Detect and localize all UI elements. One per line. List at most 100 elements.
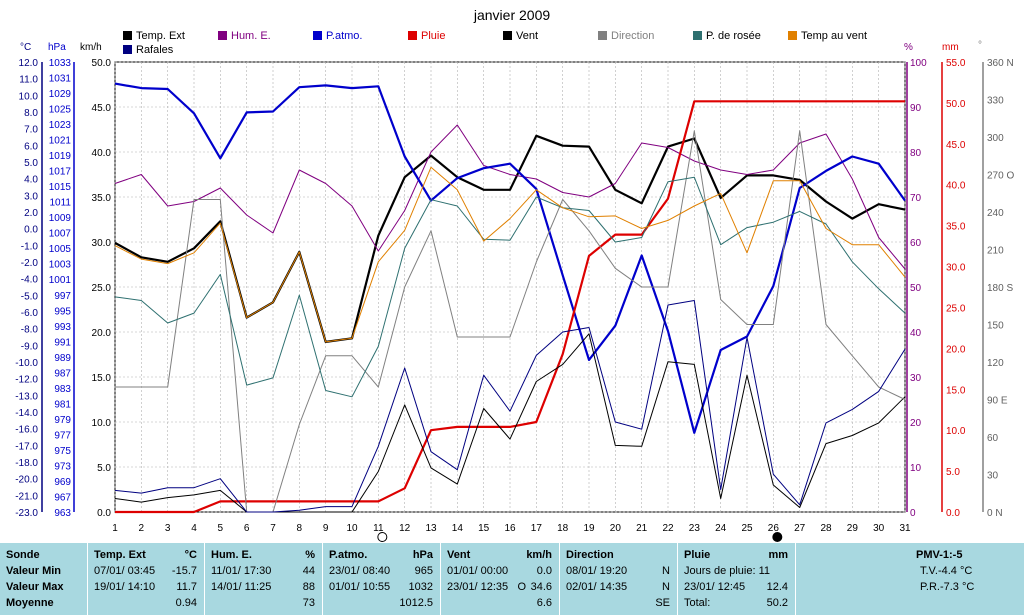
legend-swatch: [693, 31, 702, 40]
summary-value: 44: [302, 565, 315, 577]
summary-value: P.R.-7.3 °C: [920, 581, 975, 593]
temp-tick-label: -21.0: [15, 491, 38, 502]
temp-tick-label: -8.0: [21, 325, 39, 336]
direction-tick-label: 330: [987, 96, 1004, 107]
legend-label: Temp. Ext: [136, 30, 185, 42]
rain-tick-label: 5.0: [946, 467, 960, 478]
wind-tick-label: 25.0: [92, 283, 112, 294]
series-line: [115, 100, 905, 514]
pressure-tick-label: 1007: [49, 229, 72, 240]
temp-tick-label: 7.0: [24, 125, 38, 136]
summary-header: PMV-1:-5: [916, 549, 963, 561]
summary-table: Sonde Valeur Min Valeur Max Moyenne Temp. Ex…: [0, 543, 1024, 615]
pressure-tick-label: 997: [54, 291, 71, 302]
summary-separator: [322, 543, 323, 615]
summary-direction: O: [517, 581, 526, 593]
x-tick-label: 17: [531, 523, 543, 534]
legend-swatch: [123, 31, 132, 40]
legend-swatch: [123, 45, 132, 54]
x-tick-label: 21: [636, 523, 648, 534]
summary-value: 6.6: [536, 597, 552, 609]
pressure-tick-label: 1011: [49, 198, 71, 209]
wind-tick-label: 45.0: [92, 103, 112, 114]
wind-tick-label: 10.0: [92, 418, 112, 429]
pressure-tick-label: 1021: [49, 136, 72, 147]
wind-tick-label: 20.0: [92, 328, 112, 339]
summary-value: -15.7: [171, 565, 197, 577]
humidity-tick-label: 10: [910, 463, 922, 474]
pressure-tick-label: 1005: [49, 244, 72, 255]
summary-value: 965: [414, 565, 433, 577]
chart-title: janvier 2009: [473, 7, 550, 23]
summary-date: 11/01/ 17:30: [211, 565, 272, 577]
rain-tick-label: 25.0: [946, 303, 966, 314]
summary-row-label: Moyenne: [6, 597, 54, 609]
legend-swatch: [313, 31, 322, 40]
pressure-tick-label: 1025: [49, 105, 72, 116]
temp-tick-label: -14.0: [15, 408, 38, 419]
moon-full-icon: [772, 532, 783, 542]
wind-tick-label: 35.0: [92, 193, 112, 204]
rain-tick-label: 50.0: [946, 99, 966, 110]
summary-value: 11.7: [176, 581, 197, 593]
rain-axis-unit: mm: [942, 42, 959, 53]
legend-label: Vent: [516, 30, 538, 42]
summary-column: Hum. E.% 11/01/ 17:30 44 14/01/ 11:25 88 73: [205, 543, 323, 615]
temp-tick-label: 11.0: [19, 75, 38, 86]
summary-date: 01/01/ 10:55: [329, 581, 391, 593]
summary-date: 08/01/ 19:20: [566, 565, 628, 577]
x-tick-label: 5: [218, 523, 224, 534]
summary-value: 12.4: [766, 581, 788, 593]
direction-tick-label: 240: [987, 208, 1004, 219]
temp-tick-label: 0.0: [24, 225, 38, 236]
summary-separator: [795, 543, 796, 615]
legend-label: P.atmo.: [326, 30, 363, 42]
pressure-axis-unit: hPa: [48, 42, 66, 53]
humidity-tick-label: 80: [910, 148, 922, 159]
humidity-tick-label: 30: [910, 373, 922, 384]
x-tick-label: 15: [478, 523, 490, 534]
x-tick-label: 25: [741, 523, 753, 534]
summary-date: Jours de pluie: 11: [684, 565, 771, 577]
x-tick-label: 30: [873, 523, 885, 534]
pressure-tick-label: 991: [54, 337, 71, 348]
legend-label: Hum. E.: [231, 30, 271, 42]
summary-value: N: [662, 565, 670, 577]
x-tick-label: 24: [715, 523, 727, 534]
rain-tick-label: 55.0: [946, 58, 966, 69]
series-line: [114, 82, 906, 434]
temp-tick-label: 12.0: [19, 58, 39, 69]
temp-tick-label: -17.0: [15, 441, 38, 452]
temp-tick-label: -12.0: [15, 375, 38, 386]
wind-tick-label: 30.0: [92, 238, 112, 249]
rain-tick-label: 35.0: [946, 222, 966, 233]
x-tick-label: 20: [610, 523, 622, 534]
summary-column: PMV-1:-5 T.V.-4.4 °C P.R.-7.3 °C: [796, 543, 1024, 615]
summary-row-label: Valeur Max: [6, 581, 64, 593]
summary-unit: °C: [184, 549, 197, 561]
legend-label: Rafales: [136, 44, 174, 56]
wind-tick-label: 5.0: [97, 463, 111, 474]
x-tick-label: 18: [557, 523, 569, 534]
direction-tick-label: 150: [987, 321, 1004, 332]
direction-axis-unit: °: [978, 40, 982, 51]
summary-column: Direction 08/01/ 19:20 N 02/01/ 14:35 N SE: [560, 543, 678, 615]
summary-header: Pluie: [684, 549, 711, 561]
rain-tick-label: 30.0: [946, 263, 966, 274]
pressure-tick-label: 1001: [49, 275, 72, 286]
summary-column: Temp. Ext °C 07/01/ 03:45 -15.7 19/01/ 14:10…: [88, 543, 205, 615]
pressure-tick-label: 969: [54, 477, 71, 488]
x-tick-label: 27: [794, 523, 806, 534]
pressure-tick-label: 987: [54, 368, 71, 379]
chart-axes: [41, 62, 984, 512]
summary-separator: [440, 543, 441, 615]
wind-tick-label: 0.0: [97, 508, 111, 519]
summary-date: Total:: [684, 597, 711, 609]
direction-tick-label: 120: [987, 358, 1004, 369]
direction-tick-label: 90 E: [987, 396, 1008, 407]
summary-separator: [204, 543, 205, 615]
temp-tick-label: 2.0: [24, 208, 38, 219]
summary-header: Hum. E.: [211, 549, 252, 561]
temp-tick-label: -16.0: [15, 425, 38, 436]
legend-swatch: [218, 31, 227, 40]
